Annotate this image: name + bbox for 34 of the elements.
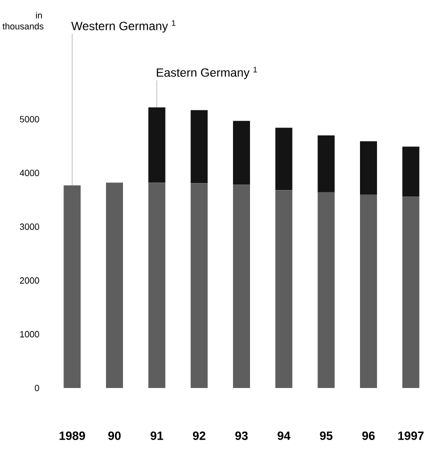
y-tick-label: 2000: [20, 277, 40, 284]
x-tick-label: 90: [108, 432, 121, 440]
text: in thousands: [2, 12, 44, 30]
bar: [318, 135, 335, 192]
x-tick-label: 91: [150, 432, 164, 440]
x-tick-label: 95: [320, 432, 332, 440]
bar: [233, 120, 250, 185]
text: Eastern Germany $^{1}$: [156, 66, 257, 80]
bar: [402, 196, 420, 388]
bar: [275, 128, 292, 190]
x-tick-label: 92: [192, 432, 206, 440]
x-tick-label: 96: [362, 432, 375, 440]
x-tick-label: 1997: [398, 432, 424, 440]
bar: [148, 107, 166, 183]
bar: [190, 183, 208, 388]
bar: [360, 194, 377, 388]
y-tick-label: 5000: [20, 116, 40, 122]
text: Western Germany $^{1}$: [71, 20, 176, 33]
y-tick-label: 4000: [20, 170, 40, 176]
bar: [275, 190, 292, 388]
y-tick-label: 3000: [20, 224, 40, 230]
y-tick-label: 0: [34, 384, 40, 392]
bar: [148, 182, 166, 388]
y-tick-label: 1000: [20, 331, 40, 338]
bar: [64, 185, 81, 388]
bar: [190, 110, 208, 184]
bar: [402, 146, 420, 197]
bar: [106, 182, 123, 388]
x-tick-label: 94: [278, 432, 290, 440]
x-tick-label: 93: [235, 432, 248, 440]
bar: [233, 184, 250, 388]
bar: [318, 192, 335, 388]
bar: [360, 141, 377, 194]
x-tick-label: 1989: [60, 432, 86, 440]
